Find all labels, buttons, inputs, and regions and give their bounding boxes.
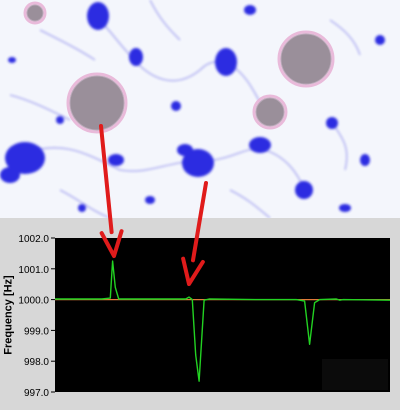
y-axis-label-wrapper: Frequency [Hz] (0, 238, 18, 392)
particle-2 (66, 72, 128, 134)
particle-1 (23, 1, 47, 25)
microscopy-canvas (0, 0, 385, 219)
y-tick-label: 997.0 (24, 388, 49, 399)
plot-panel: 1002.0 1001.0 1000.0 999.0 998.0 997.0 (0, 218, 400, 410)
particle-3 (277, 30, 335, 88)
y-axis-ticks: 1002.0 1001.0 1000.0 999.0 998.0 997.0 (18, 234, 55, 399)
legend-box (322, 359, 388, 390)
y-tick-label: 1001.0 (18, 265, 49, 276)
series-layer (55, 260, 391, 382)
particle-4 (252, 94, 288, 130)
y-tick-label: 1002.0 (18, 234, 49, 245)
cell-network (0, 0, 385, 219)
frequency-chart: 1002.0 1001.0 1000.0 999.0 998.0 997.0 (18, 234, 391, 399)
y-tick-label: 999.0 (24, 326, 49, 337)
y-tick-label: 998.0 (24, 357, 49, 368)
particles (23, 1, 335, 134)
microscopy-image (0, 0, 400, 222)
frequency-trace (55, 260, 391, 382)
y-axis-label: Frequency [Hz] (3, 275, 15, 355)
y-tick-label: 1000.0 (18, 296, 49, 307)
